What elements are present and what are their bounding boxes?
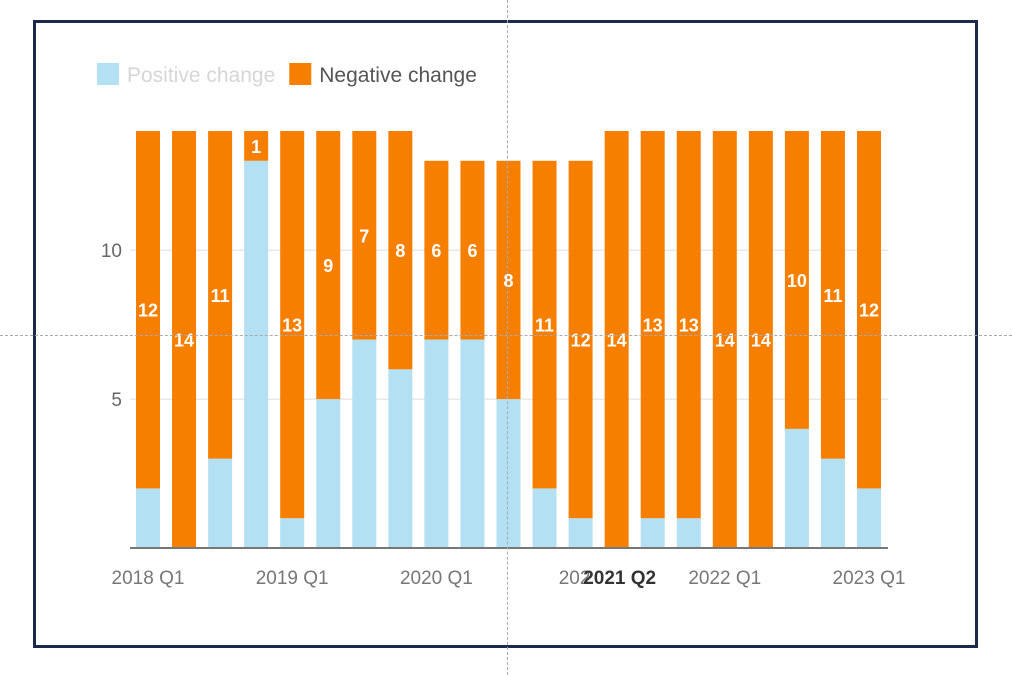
bar-positive [568,518,593,548]
bar-negative [388,131,413,370]
bar-negative [532,160,557,489]
bar-negative [244,131,269,161]
data-label-negative: 12 [138,301,158,321]
x-tick-label: 202 [559,568,591,589]
bar-positive [244,160,269,549]
data-label-negative: 12 [571,331,591,351]
bar-positive [676,518,701,548]
bar-negative [857,131,881,489]
legend-swatch [97,63,119,85]
bar-positive [136,488,160,548]
x-tick-label: 2021 Q2 [583,568,656,589]
bar-positive [460,339,485,548]
data-label-negative: 8 [503,271,513,291]
data-label-negative: 13 [679,316,699,336]
y-tick-label: 10 [101,241,122,262]
crosshair-horizontal [0,335,1012,336]
bar-negative [748,131,773,548]
bar-negative [280,131,305,519]
bar-positive [208,458,233,548]
legend-label: Positive change [127,64,275,87]
crosshair-vertical [507,0,508,675]
bar-positive [640,518,665,548]
bar-positive [496,399,521,548]
bar-negative [784,131,809,429]
legend-swatch [289,63,312,85]
data-label-negative: 12 [859,301,879,321]
bar-negative [712,131,737,548]
data-label-negative: 8 [395,241,405,261]
bar-positive [388,369,413,548]
data-label-negative: 6 [467,241,477,261]
bar-negative [136,131,160,489]
data-label-negative: 9 [323,256,333,276]
data-label-negative: 13 [282,316,302,336]
bar-negative [352,131,377,340]
bar-positive [532,488,557,548]
bar-positive [424,339,449,548]
x-tick-label: 2018 Q1 [112,568,185,589]
bar-negative [172,131,197,548]
bar-negative [604,131,629,548]
bar-negative [568,160,593,519]
bar-positive [316,399,341,548]
data-label-negative: 11 [211,286,230,306]
bar-positive [820,458,845,548]
data-label-negative: 13 [643,316,663,336]
data-label-negative: 10 [787,271,807,291]
bar-negative [424,160,449,340]
data-label-negative: 14 [607,331,627,351]
bar-positive [784,428,809,548]
x-tick-label: 2023 Q1 [833,568,906,589]
data-label-negative: 11 [535,316,554,336]
data-label-negative: 1 [251,137,261,157]
bar-positive [857,488,881,548]
bar-positive [352,339,377,548]
x-tick-label: 2020 Q1 [400,568,473,589]
data-label-negative: 14 [751,331,771,351]
bar-negative [496,160,521,400]
bar-negative [316,131,341,400]
data-label-negative: 7 [359,226,369,246]
bar-negative [676,131,701,519]
bar-negative [460,160,485,340]
data-label-negative: 14 [174,331,194,351]
bar-positive [280,518,305,548]
bar-negative [820,131,845,459]
x-tick-label: 2022 Q1 [688,568,761,589]
legend-label: Negative change [319,64,477,87]
x-tick-label: 2019 Q1 [256,568,329,589]
bar-negative [208,131,233,459]
data-label-negative: 14 [715,331,735,351]
data-label-negative: 11 [823,286,842,306]
bar-negative [640,131,665,519]
y-tick-label: 5 [111,390,122,411]
data-label-negative: 6 [431,241,441,261]
